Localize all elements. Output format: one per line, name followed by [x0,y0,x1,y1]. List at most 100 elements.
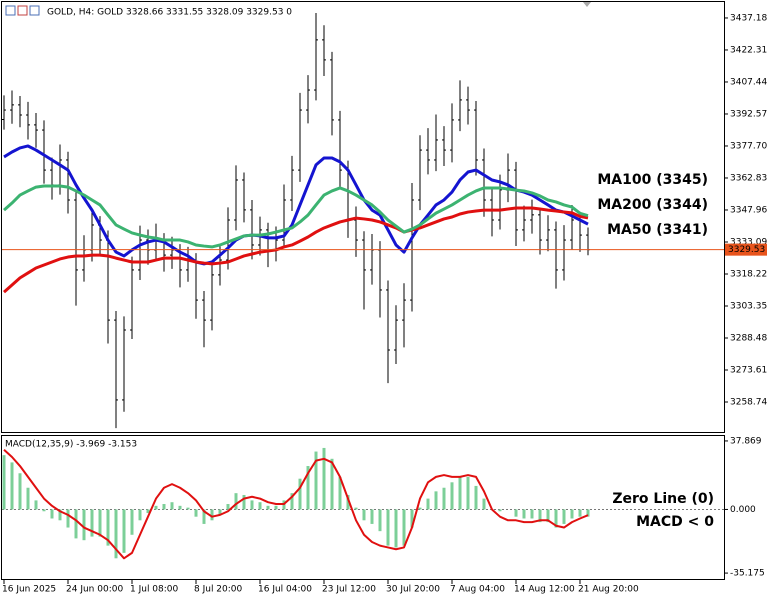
histogram-bar [378,509,382,532]
annotation: MACD < 0 [636,514,714,530]
histogram-bar [250,500,254,510]
x-tick-label: 16 Jun 2025 [2,585,56,595]
histogram-bar [466,476,470,510]
histogram-bar [306,466,310,510]
x-tick-label: 7 Aug 04:00 [450,585,505,595]
histogram-bar [82,509,86,541]
x-tick-label: 8 Jul 20:00 [194,585,243,595]
histogram-bar [562,509,566,524]
histogram-bar [338,476,342,510]
histogram-bar [98,509,102,537]
histogram-bar [402,509,406,546]
macd-panel-frame [1,435,725,580]
y-tick-label: 3377.70 [730,141,767,151]
histogram-bar [482,498,486,510]
histogram-bar [298,478,302,510]
histogram-bar [410,509,414,528]
histogram-bar [426,498,430,510]
histogram-bar [26,487,30,510]
histogram-bar [514,509,518,517]
histogram-bar [50,509,54,519]
histogram-bar [314,451,318,510]
x-tick-label: 14 Aug 12:00 [514,585,575,595]
histogram-bar [194,509,198,517]
histogram-bar [18,473,22,510]
y-tick-label: 3422.31 [730,45,767,55]
histogram-bar [586,509,590,517]
histogram-bar [394,509,398,548]
annotation: Zero Line (0) [612,491,714,507]
x-tick-label: 1 Jul 08:00 [130,585,179,595]
histogram-bar [178,505,182,510]
macd-title: MACD(12,35,9) -3.969 -3.153 [5,440,137,450]
legend-entry: MA100 (3345) [597,172,708,188]
histogram-bar [42,509,46,512]
y-tick-label: -35.175 [730,569,765,579]
histogram-bar [146,509,150,514]
histogram-bar [218,509,222,515]
histogram-bar [170,502,174,510]
y-tick-label: 3288.48 [730,333,767,343]
histogram-bar [498,509,502,512]
x-tick-label: 23 Jul 12:00 [322,585,376,595]
histogram-bar [522,509,526,519]
y-tick-label: 0.000 [730,505,756,515]
histogram-bar [546,509,550,523]
y-tick-label: 3362.83 [730,173,767,183]
histogram-bar [290,493,294,510]
legend-entry: MA200 (3344) [597,197,708,213]
moving-average [3,206,589,294]
y-tick-label: 3303.35 [730,301,767,311]
legend-entry: MA50 (3341) [607,222,708,238]
chart-icon[interactable] [17,5,28,16]
last-price-label: 3329.53 [728,245,765,255]
histogram-bar [226,504,230,510]
histogram-bar [266,505,270,510]
histogram-bar [122,509,126,553]
x-tick-label: 21 Aug 20:00 [578,585,639,595]
histogram-bar [106,509,110,546]
histogram-bar [554,509,558,528]
y-tick-label: 3318.22 [730,269,767,279]
histogram-bar [130,509,134,535]
y-tick-label: 3258.74 [730,397,767,407]
histogram-bar [330,458,334,510]
y-tick-label: 3273.61 [730,365,767,375]
shift-marker [583,2,591,7]
x-tick-label: 30 Jul 20:00 [386,585,440,595]
period-icon[interactable] [29,5,40,16]
histogram-bar [66,509,70,528]
menu-icon[interactable] [5,5,16,16]
histogram-bar [234,493,238,510]
histogram-bar [474,485,478,510]
histogram-bar [90,509,94,537]
histogram-bar [210,509,214,521]
histogram-bar [258,502,262,510]
histogram-bar [2,455,6,510]
x-tick-label: 16 Jul 04:00 [258,585,312,595]
histogram-bar [138,509,142,521]
y-tick-label: 3347.96 [730,205,767,215]
signal-line [3,449,589,560]
histogram-bar [34,500,38,510]
histogram-bar [74,509,78,539]
histogram-bar [58,509,62,521]
histogram-bar [154,505,158,510]
histogram-bar [450,482,454,510]
histogram-bar [538,509,542,523]
last-price-box [725,243,767,256]
histogram-bar [458,476,462,510]
moving-average [3,184,589,249]
y-tick-label: 3333.09 [730,237,767,247]
histogram-bar [346,494,350,510]
histogram-bar [570,509,574,519]
y-tick-label: 3392.57 [730,109,767,119]
histogram-bar [578,509,582,517]
histogram-bar [114,509,118,559]
y-tick-label: 37.869 [730,436,762,446]
x-tick-label: 24 Jun 00:00 [66,585,123,595]
histogram-bar [274,505,278,510]
histogram-bar [442,487,446,510]
price-title: GOLD, H4: GOLD 3328.66 3331.55 3328.09 3… [47,8,292,18]
